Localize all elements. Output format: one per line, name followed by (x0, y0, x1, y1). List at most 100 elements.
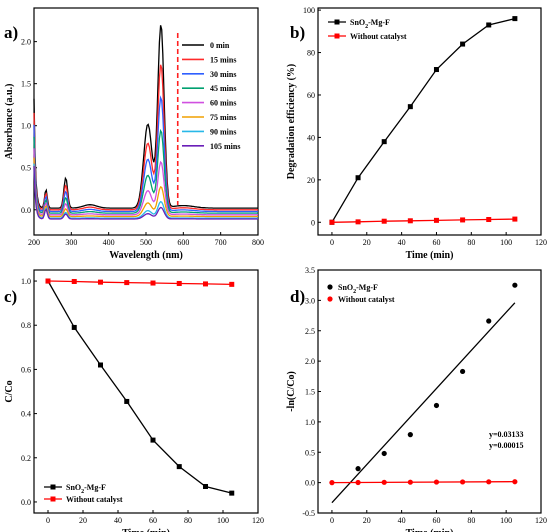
data-point-0-0 (355, 466, 361, 472)
data-point-1-7 (512, 216, 518, 222)
data-point-1-7 (512, 479, 518, 485)
legend-marker-1 (50, 496, 56, 502)
data-point-0-3 (407, 104, 413, 110)
data-point-0-1 (355, 175, 361, 181)
legend-label-0: SnO2-Mg-F (350, 18, 390, 30)
y-tick-label: 80 (307, 49, 315, 58)
x-tick-label: 0 (330, 238, 334, 247)
data-point-1-7 (229, 281, 235, 287)
legend-label-0: SnO2-Mg-F (338, 283, 378, 295)
legend-label-1: Without catalyst (338, 295, 395, 304)
data-point-0-7 (229, 490, 235, 496)
x-tick-label: 80 (184, 516, 192, 525)
spectrum-line-6 (33, 163, 258, 219)
series-line-0 (331, 17, 516, 223)
y-tick-label: 0.0 (21, 498, 31, 507)
data-point-1-3 (407, 479, 413, 485)
y-tick-label: 2.0 (21, 38, 31, 47)
data-point-0-4 (150, 437, 156, 443)
x-tick-label: 120 (535, 238, 547, 247)
data-point-1-6 (486, 217, 492, 223)
data-point-1-5 (460, 479, 466, 485)
series-line-1 (47, 280, 232, 286)
data-point-1-1 (355, 219, 361, 225)
legend-label-1: 15 mins (210, 55, 236, 64)
x-tick-label: 20 (79, 516, 87, 525)
y-tick-label: 1.5 (21, 80, 31, 89)
data-point-1-2 (381, 218, 387, 224)
x-tick-label: 700 (215, 238, 227, 247)
data-point-1-0 (45, 278, 51, 284)
panel-c-concentration: 0 20 40 60 80 100 120 0.0 0.2 0.4 0.6 0.8 1.0 Time (m… (4, 269, 264, 532)
x-tick-label: 40 (398, 238, 406, 247)
x-tick-label: 80 (467, 238, 475, 247)
panel-a-absorbance: 200 300 400 500 600 700 800 0.0 0.5 1.0 1.5 2.0 Wave… (4, 7, 264, 261)
legend-label-3: 45 mins (210, 84, 236, 93)
data-point-1-0 (329, 480, 335, 486)
x-tick-label: 600 (177, 238, 189, 247)
plot-frame (317, 7, 542, 236)
data-point-1-5 (176, 280, 182, 286)
legend-label-4: 60 mins (210, 99, 236, 108)
y-tick-label: 1.0 (21, 277, 31, 286)
x-tick-label: 120 (535, 516, 547, 525)
y-axis-title: -ln(C/Co) (286, 371, 297, 412)
y-tick-label: 40 (307, 133, 315, 142)
data-point-1-1 (71, 278, 77, 284)
legend-marker-1 (334, 33, 340, 39)
x-tick-label: 120 (252, 516, 264, 525)
y-tick-label: 0.5 (305, 448, 315, 457)
legend-label-0: 0 min (210, 41, 230, 50)
x-tick-label: 0 (46, 516, 50, 525)
x-tick-label: 800 (252, 238, 264, 247)
y-tick-label: 0.5 (21, 164, 31, 173)
x-tick-label: 100 (217, 516, 229, 525)
fit-line-0 (331, 302, 516, 504)
data-point-1-4 (433, 479, 440, 485)
data-point-0-2 (407, 432, 413, 438)
legend-marker-0 (334, 19, 340, 25)
y-tick-label: -0.5 (302, 509, 315, 518)
x-tick-label: 60 (149, 516, 157, 525)
x-tick-label: 0 (330, 516, 334, 525)
series-line-0 (47, 280, 232, 494)
rate-annotation-0: y=0.03133 (489, 430, 524, 439)
y-tick-label: 0.4 (21, 410, 31, 419)
x-tick-label: 60 (432, 516, 440, 525)
data-point-1-6 (486, 479, 492, 485)
legend-marker-0 (327, 284, 333, 290)
data-point-0-2 (98, 362, 103, 368)
legend-marker-1 (327, 296, 333, 302)
y-tick-label: 60 (307, 91, 315, 100)
spectrum-line-0 (33, 25, 258, 209)
data-point-1-3 (124, 280, 130, 286)
plot-frame (33, 269, 259, 514)
legend-label-5: 75 mins (210, 113, 236, 122)
y-tick-label: 0.0 (21, 206, 31, 215)
panel-b-degradation: 0 20 40 60 80 100 120 0 20 40 60 80 100 Time (min) Deg… (286, 6, 547, 261)
y-axis-title: Degradation efficiency (%) (286, 64, 297, 180)
y-tick-label: 1.5 (305, 388, 315, 397)
legend-label-0: SnO2-Mg-F (66, 483, 106, 495)
x-axis-title: Wavelength (nm) (109, 250, 183, 261)
spectrum-line-1 (33, 64, 258, 211)
legend-label-6: 90 mins (210, 127, 236, 136)
y-tick-label: 3.5 (305, 266, 315, 275)
x-axis-title: Time (min) (406, 250, 454, 261)
legend-label-1: Without catalyst (66, 495, 123, 504)
y-tick-label: 20 (307, 176, 315, 185)
data-point-0-7 (512, 16, 518, 22)
panel-label: d) (290, 287, 305, 306)
x-tick-label: 40 (114, 516, 122, 525)
data-point-0-6 (512, 282, 518, 288)
legend-label-2: 30 mins (210, 70, 236, 79)
data-point-1-6 (203, 281, 208, 287)
legend-marker-0 (50, 484, 56, 490)
x-tick-label: 40 (398, 516, 406, 525)
data-point-1-3 (407, 218, 413, 224)
x-tick-label: 20 (363, 238, 371, 247)
x-tick-label: 20 (363, 516, 371, 525)
data-point-0-6 (203, 483, 208, 489)
fit-line-1 (331, 481, 515, 484)
